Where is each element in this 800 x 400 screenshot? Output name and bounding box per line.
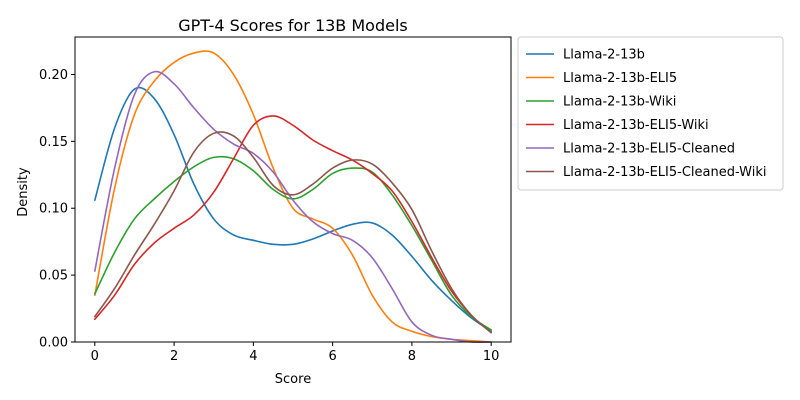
legend-label-3: Llama-2-13b-ELI5-Wiki <box>563 118 709 133</box>
y-tick-label: 0.20 <box>39 68 68 83</box>
legend-label-1: Llama-2-13b-ELI5 <box>563 71 677 86</box>
x-tick-label: 2 <box>170 349 178 364</box>
y-tick-label: 0.10 <box>39 202 68 217</box>
legend-label-2: Llama-2-13b-Wiki <box>563 95 676 110</box>
series-line-1 <box>94 50 492 343</box>
y-axis-label: Density <box>16 167 31 217</box>
plot-area <box>94 50 492 343</box>
series-line-4 <box>94 70 492 343</box>
x-tick-label: 8 <box>408 349 416 364</box>
y-axis: 0.00 0.05 0.10 0.15 0.20 <box>39 68 75 351</box>
legend-box <box>517 36 784 191</box>
y-tick-label: 0.05 <box>39 269 68 284</box>
x-axis-label: Score <box>275 372 311 387</box>
series-line-2 <box>94 155 492 331</box>
series-line-5 <box>94 131 492 334</box>
legend-label-5: Llama-2-13b-ELI5-Cleaned-Wiki <box>563 165 766 180</box>
y-tick-label: 0.15 <box>39 135 68 150</box>
x-tick-label: 10 <box>483 349 500 364</box>
legend-label-0: Llama-2-13b <box>563 48 645 63</box>
series-line-0 <box>94 86 492 333</box>
y-tick-label: 0.00 <box>39 336 68 351</box>
legend: Llama-2-13b Llama-2-13b-ELI5 Llama-2-13b-W… <box>517 36 784 191</box>
plot-frame <box>74 36 512 343</box>
legend-label-4: Llama-2-13b-ELI5-Cleaned <box>563 142 735 157</box>
x-axis: 0 2 4 6 8 10 <box>91 342 500 364</box>
x-tick-label: 6 <box>328 349 336 364</box>
x-tick-label: 0 <box>91 349 99 364</box>
chart-title: GPT-4 Scores for 13B Models <box>178 16 408 35</box>
x-tick-label: 4 <box>249 349 257 364</box>
series-line-3 <box>94 115 492 334</box>
